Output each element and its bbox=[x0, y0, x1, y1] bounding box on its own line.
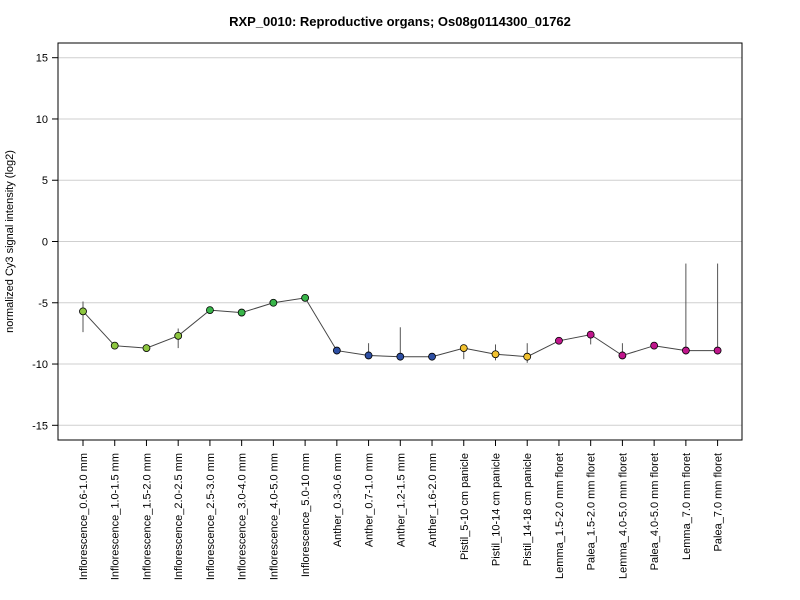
x-tick-label: Lemma_4.0-5.0 mm floret bbox=[617, 453, 629, 579]
data-point bbox=[713, 346, 722, 355]
data-point bbox=[586, 330, 595, 339]
error-bars bbox=[82, 263, 719, 363]
x-tick-label: Inflorescence_2.0-2.5 mm bbox=[173, 453, 185, 580]
data-point bbox=[332, 346, 341, 355]
data-points bbox=[79, 293, 722, 361]
x-tick-label: Inflorescence_3.0-4.0 mm bbox=[237, 453, 249, 580]
y-axis: 15 10 5 0 -5 -10 -15 bbox=[32, 53, 58, 432]
x-tick-label: Palea_4.0-5.0 mm floret bbox=[649, 453, 661, 570]
x-tick-label: Inflorescence_1.5-2.0 mm bbox=[141, 453, 153, 580]
y-tick-label: -10 bbox=[32, 359, 48, 371]
y-tick-label: 5 bbox=[42, 175, 48, 187]
x-tick-label: Palea_1.5-2.0 mm floret bbox=[586, 453, 598, 570]
y-tick-label: 10 bbox=[36, 114, 48, 126]
x-tick-label: Lemma_7.0 mm floret bbox=[681, 453, 693, 560]
y-tick-label: 0 bbox=[42, 237, 48, 249]
data-point bbox=[301, 293, 310, 302]
data-point bbox=[618, 351, 627, 360]
data-point bbox=[79, 307, 87, 316]
data-point bbox=[555, 336, 563, 345]
y-axis-label: normalized Cy3 signal intensity (log2) bbox=[4, 150, 16, 333]
data-point bbox=[681, 346, 690, 355]
data-point bbox=[523, 352, 532, 361]
chart-title: RXP_0010: Reproductive organs; Os08g0114… bbox=[229, 14, 571, 29]
x-tick-label: Inflorescence_0.6-1.0 mm bbox=[78, 453, 90, 580]
data-point bbox=[491, 350, 500, 359]
gridlines bbox=[58, 57, 742, 426]
x-tick-label: Inflorescence_4.0-5.0 mm bbox=[268, 453, 280, 580]
x-tick-label: Anther_0.3-0.6 mm bbox=[332, 453, 344, 547]
data-point bbox=[459, 344, 468, 353]
data-point bbox=[428, 352, 436, 361]
x-tick-label: Pistil_5-10 cm panicle bbox=[459, 453, 471, 560]
x-tick-label: Anther_0.7-1.0 mm bbox=[364, 453, 376, 547]
data-point bbox=[650, 341, 659, 350]
data-point bbox=[269, 298, 278, 307]
x-tick-label: Palea_7.0 mm floret bbox=[713, 453, 725, 551]
x-tick-label: Anther_1.2-1.5 mm bbox=[395, 453, 407, 547]
x-tick-label: Lemma_1.5-2.0 mm floret bbox=[554, 453, 566, 579]
x-axis: Inflorescence_0.6-1.0 mm Inflorescence_1.… bbox=[78, 440, 725, 580]
data-point bbox=[142, 344, 151, 353]
y-tick-label: -15 bbox=[32, 420, 48, 432]
x-tick-label: Pistil_10-14 cm panicle bbox=[490, 453, 502, 566]
data-point bbox=[174, 331, 183, 340]
x-tick-label: Inflorescence_5.0-10 mm bbox=[300, 453, 312, 577]
x-tick-label: Anther_1.6-2.0 mm bbox=[427, 453, 439, 547]
x-tick-label: Inflorescence_1.0-1.5 mm bbox=[110, 453, 122, 580]
data-point bbox=[396, 352, 405, 361]
y-tick-label: 15 bbox=[36, 53, 48, 65]
data-point bbox=[110, 341, 119, 350]
data-point bbox=[237, 308, 246, 317]
y-tick-label: -5 bbox=[38, 298, 48, 310]
data-point bbox=[364, 351, 373, 360]
x-tick-label: Inflorescence_2.5-3.0 mm bbox=[205, 453, 217, 580]
data-point bbox=[206, 306, 214, 315]
x-tick-label: Pistil_14-18 cm panicle bbox=[522, 453, 534, 566]
